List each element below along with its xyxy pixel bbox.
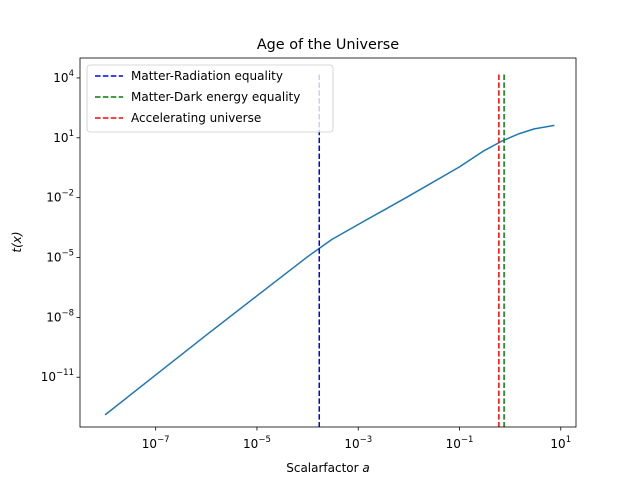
curve-layer: [104, 124, 555, 416]
y-tick-label: 10−11: [41, 368, 74, 384]
x-tick-label: 10−1: [446, 435, 474, 451]
axes-frame: [79, 57, 577, 428]
chart-title: Age of the Universe: [257, 37, 399, 53]
plot-area: [104, 74, 555, 427]
age-curve: [104, 124, 555, 416]
x-tick-label: 10−7: [142, 435, 170, 451]
y-tick-label: 10−2: [46, 189, 74, 205]
x-axis-label: Scalarfactor a: [286, 461, 370, 475]
y-tick-label: 101: [53, 129, 74, 145]
legend-box: [86, 64, 334, 133]
x-axis-ticks: 10−7 10−5 10−3 10−1 101: [142, 427, 571, 451]
y-axis-label: t(x): [10, 231, 24, 252]
y-tick-label: 104: [53, 69, 74, 85]
legend-label-1: Matter-Dark energy equality: [131, 90, 300, 104]
x-tick-label: 10−3: [344, 435, 372, 451]
x-tick-label: 101: [550, 435, 571, 451]
legend-label-2: Accelerating universe: [131, 111, 261, 125]
y-tick-label: 10−5: [46, 249, 74, 265]
vline-layer: [318, 74, 505, 427]
x-tick-label: 10−5: [243, 435, 271, 451]
legend: Matter-Radiation equality Matter-Dark ene…: [86, 64, 334, 133]
y-tick-label: 10−8: [46, 308, 74, 324]
legend-label-0: Matter-Radiation equality: [131, 69, 283, 83]
y-axis-ticks: 10−11 10−8 10−5 10−2 101 104: [41, 69, 80, 384]
